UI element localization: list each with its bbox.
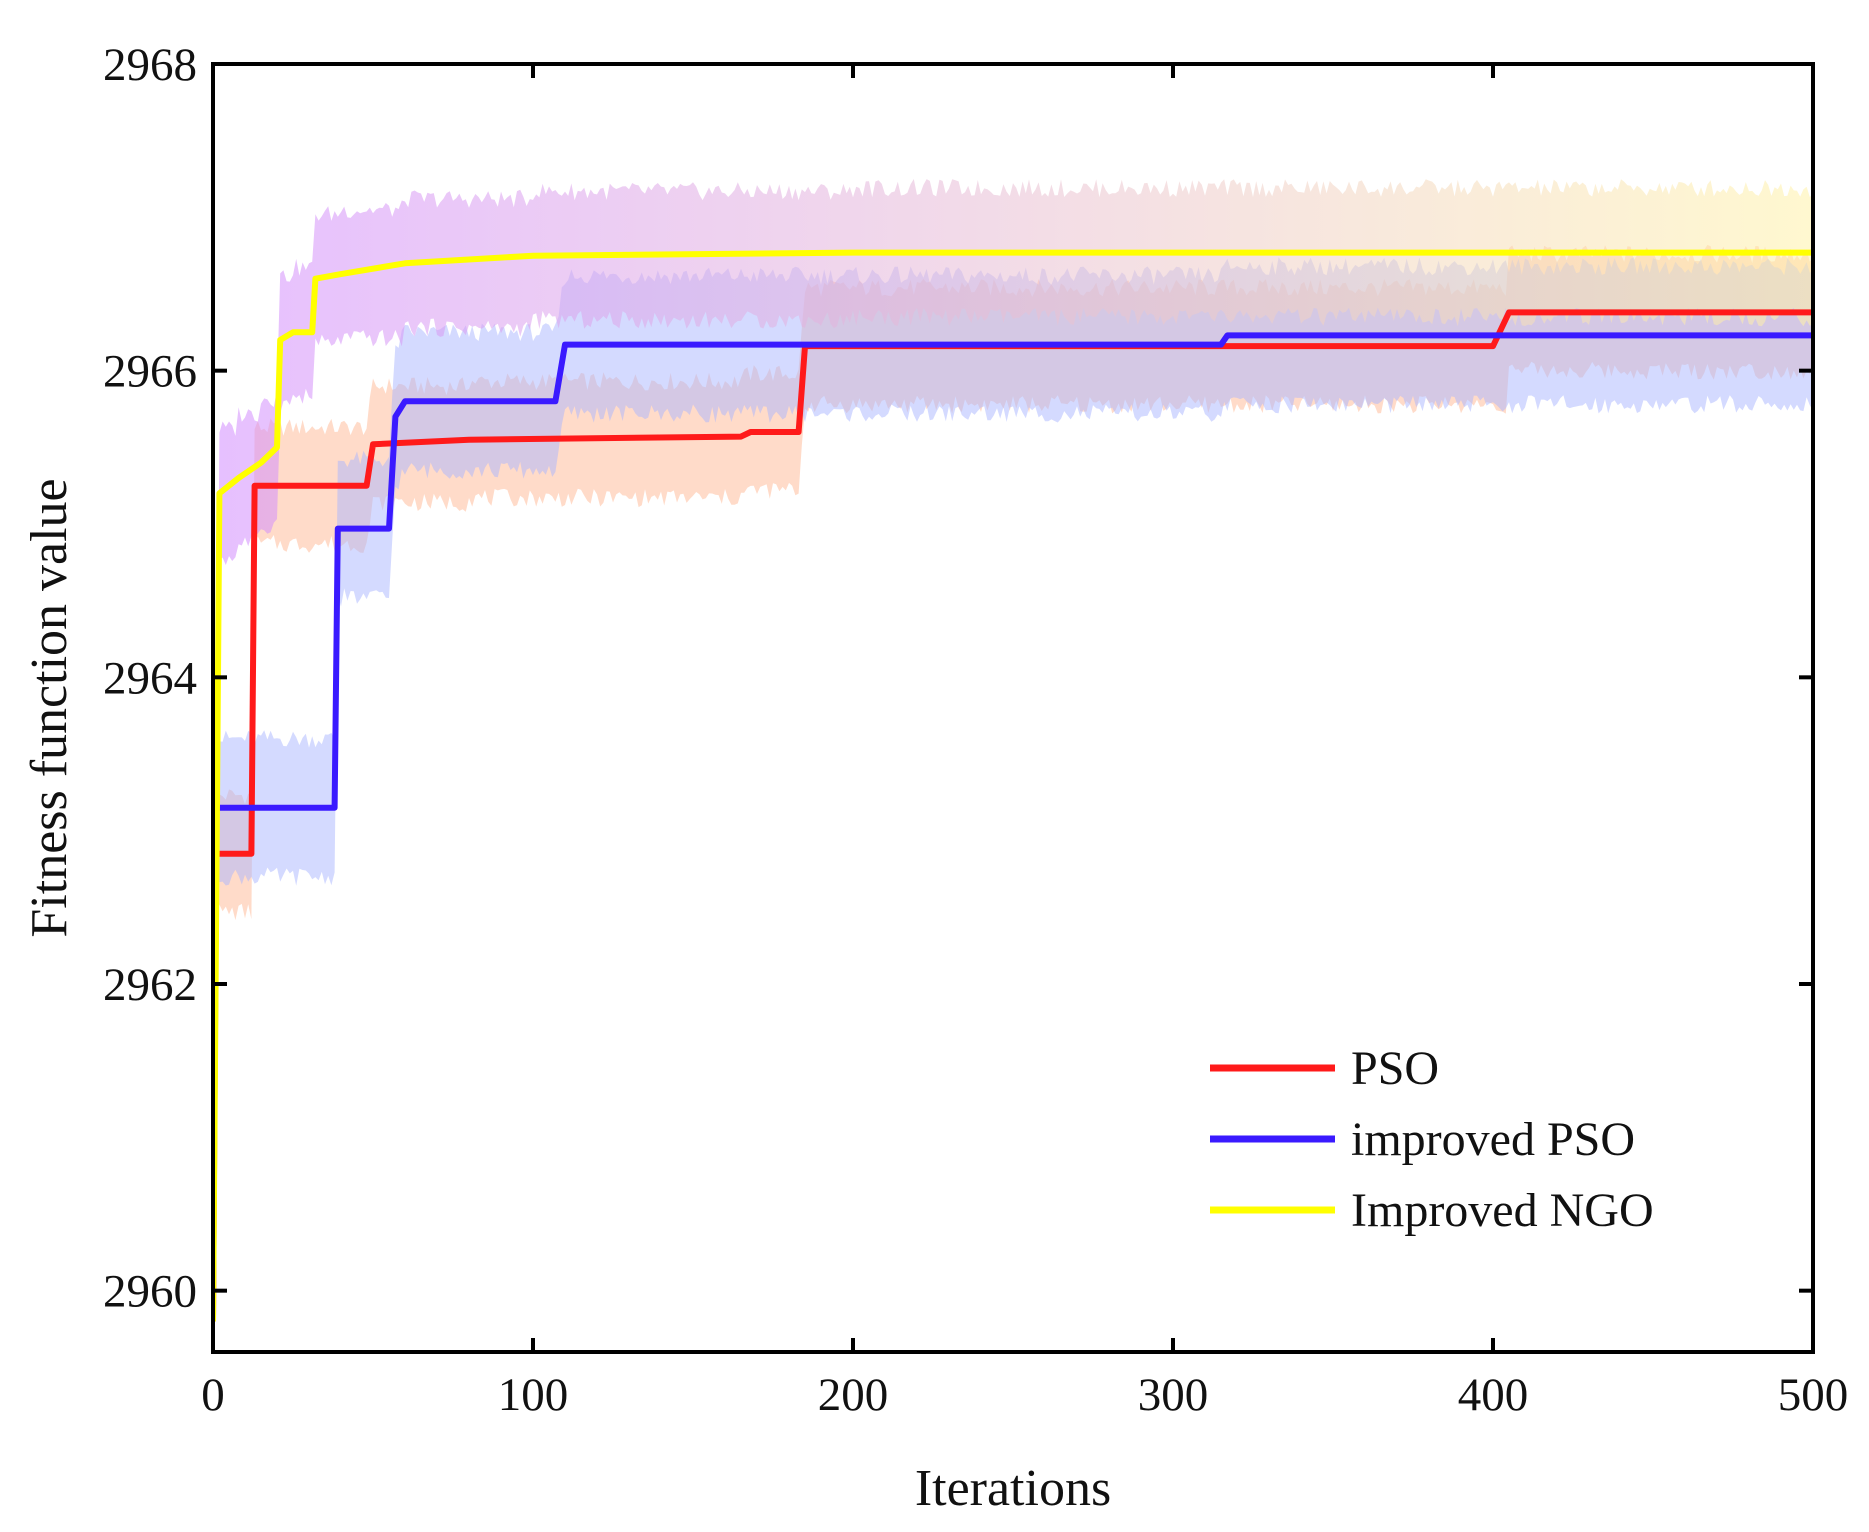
line-improved-ngo: [213, 249, 1813, 1322]
line-pso: [213, 309, 1813, 1322]
band-improved-pso: [213, 257, 1813, 886]
x-tick-labels: 0 100 200 300 400 500: [201, 1369, 1848, 1421]
x-axis-label: Iterations: [915, 1460, 1111, 1517]
legend-label-improved-pso: improved PSO: [1351, 1113, 1635, 1166]
legend-label-improved-ngo: Improved NGO: [1351, 1184, 1654, 1237]
y-tick-label: 2968: [103, 39, 197, 91]
x-tick-label: 300: [1138, 1369, 1209, 1421]
y-axis-label: Fitness function value: [21, 478, 78, 937]
y-tick-label: 2960: [103, 1266, 197, 1318]
legend-label-pso: PSO: [1351, 1042, 1439, 1095]
y-tick-label: 2966: [103, 346, 197, 398]
x-tick-label: 200: [818, 1369, 889, 1421]
legend: PSO improved PSO Improved NGO: [1210, 1042, 1654, 1237]
x-tick-label: 0: [201, 1369, 225, 1421]
plot-frame: [211, 62, 1815, 1354]
x-tick-label: 100: [498, 1369, 569, 1421]
x-tick-label: 400: [1458, 1369, 1529, 1421]
line-improved-pso: [213, 332, 1813, 811]
y-tick-labels: 2960 2962 2964 2966 2968: [103, 39, 197, 1318]
y-tick-label: 2962: [103, 959, 197, 1011]
series-lines: [213, 249, 1813, 1322]
band-improved-ngo: [213, 179, 1813, 1352]
x-tick-label: 500: [1778, 1369, 1849, 1421]
confidence-bands: [213, 179, 1813, 1352]
axis-ticks: [211, 62, 1815, 1352]
y-tick-label: 2964: [103, 652, 197, 704]
